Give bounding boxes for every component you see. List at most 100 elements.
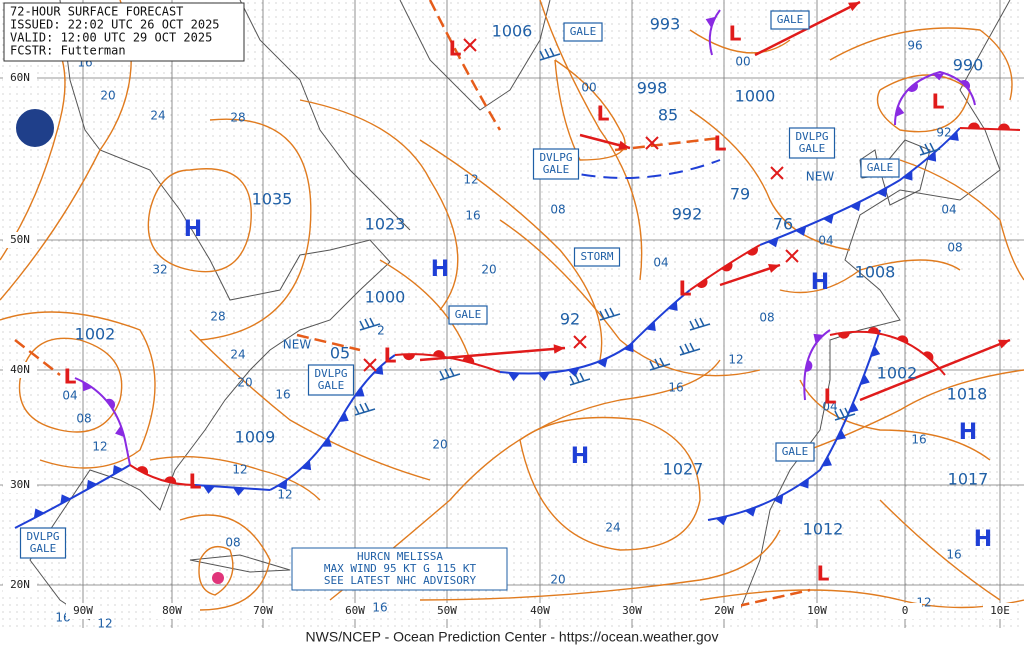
- label-box: [532, 148, 580, 180]
- front-barb: [932, 73, 945, 81]
- arrow-head: [618, 140, 630, 150]
- front-barb: [705, 16, 716, 28]
- lon-box: [888, 603, 922, 619]
- boxed-label: DVLPG: [314, 367, 347, 380]
- pressure-label: 1012: [803, 520, 844, 539]
- pressure-label: 1000: [365, 288, 406, 307]
- pressure-label: 1006: [492, 22, 533, 41]
- front-barb: [795, 226, 807, 236]
- pressure-label: 1008: [855, 263, 896, 282]
- isobar-label: 20: [550, 573, 565, 587]
- front-barb: [537, 372, 550, 382]
- isobar-label: 16: [668, 381, 683, 395]
- isobar-label: 96: [907, 39, 922, 53]
- isobar-label: 04: [62, 389, 77, 403]
- lon-label: 70W: [253, 604, 273, 617]
- isobar: [199, 118, 312, 341]
- front-barb: [860, 373, 870, 386]
- isobar: [499, 219, 761, 377]
- front-barb: [354, 386, 365, 397]
- wind-barb: [539, 47, 561, 61]
- coastline: [399, 0, 551, 111]
- isobar: [189, 329, 431, 481]
- isobar-label: 24: [230, 348, 245, 362]
- header-line: ISSUED: 22:02 UTC 26 OCT 2025: [10, 18, 220, 32]
- new-label: NEW: [283, 338, 312, 352]
- isobar: [299, 99, 459, 311]
- coastline: [189, 554, 291, 573]
- isobar-label: 08: [947, 241, 962, 255]
- front-bump: [805, 359, 813, 372]
- low-center: L: [189, 470, 202, 494]
- front-bump: [960, 79, 971, 90]
- boxed-label: GALE: [867, 161, 894, 174]
- wind-barb: [354, 402, 376, 416]
- isobar: [0, 311, 156, 469]
- isobar: [149, 455, 321, 501]
- isobar-label: 20: [481, 263, 496, 277]
- occluded-front: [803, 329, 831, 401]
- front-bump: [402, 354, 415, 361]
- boxed-label: STORM: [580, 250, 613, 263]
- front-bump: [867, 327, 880, 334]
- front-barb: [848, 401, 859, 413]
- lon-box: [707, 603, 741, 619]
- boxed-label: GALE: [570, 25, 597, 38]
- front-barb: [645, 321, 656, 331]
- high-center: H: [184, 217, 202, 242]
- isobar-label: 12: [463, 173, 478, 187]
- front-barb: [623, 341, 634, 353]
- label-box: [788, 127, 836, 159]
- front-barb: [86, 479, 98, 490]
- pressure-label: 1002: [877, 364, 918, 383]
- front-bump: [837, 332, 850, 339]
- coastline: [239, 0, 411, 231]
- center-x: [645, 136, 659, 150]
- isobar-label: 04: [822, 400, 837, 414]
- lon-label: 10W: [807, 604, 827, 617]
- pressure-label: 1009: [235, 428, 276, 447]
- wind-barb: [359, 317, 381, 331]
- front-barb: [902, 170, 913, 181]
- wind-barb: [679, 342, 701, 356]
- lon-label: 0: [902, 604, 909, 617]
- label-box: [770, 10, 810, 30]
- arrow-head: [768, 264, 780, 273]
- isobar-label: 04: [818, 234, 833, 248]
- coastline: [739, 0, 1011, 611]
- pressure-label: 76: [773, 215, 793, 234]
- isobar: [419, 139, 603, 361]
- header-line: FCSTR: Futterman: [10, 44, 126, 58]
- wind-barb: [439, 367, 461, 381]
- front-barb: [277, 479, 288, 490]
- pressure-label: 1023: [365, 215, 406, 234]
- lat-label: 20N: [10, 578, 30, 591]
- front-barb: [60, 494, 71, 505]
- isobar: [554, 59, 626, 161]
- pressure-label: 1000: [735, 87, 776, 106]
- isobar: [147, 168, 252, 273]
- wind-barb: [919, 142, 941, 156]
- isobar: [779, 259, 961, 294]
- isobar-label: 04: [653, 256, 668, 270]
- lon-label: 30W: [622, 604, 642, 617]
- center-x: [573, 335, 587, 349]
- lon-label: 80W: [162, 604, 182, 617]
- front-barb: [321, 437, 332, 447]
- front-barb: [772, 494, 784, 505]
- pressure-label: 992: [672, 205, 703, 224]
- isobar-label: 20: [237, 376, 252, 390]
- isobar: [689, 109, 851, 251]
- boxed-label: GALE: [543, 163, 570, 176]
- isobar-label: 04: [941, 203, 956, 217]
- lon-label: 50W: [437, 604, 457, 617]
- isobar-label: 28: [210, 310, 225, 324]
- isobar-label: 92: [936, 126, 951, 140]
- wind-barb: [569, 372, 591, 386]
- cold-front: [759, 127, 961, 246]
- front-bump: [997, 123, 1010, 130]
- pressure-label: 92: [560, 310, 580, 329]
- front-barb: [822, 214, 834, 224]
- isobar-label: 20: [100, 89, 115, 103]
